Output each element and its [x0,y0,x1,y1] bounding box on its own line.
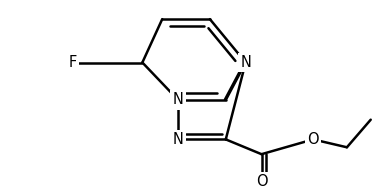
Text: N: N [173,132,184,147]
Text: O: O [307,132,319,147]
Text: N: N [240,55,251,70]
Text: N: N [173,93,184,107]
Text: O: O [256,174,267,189]
Text: F: F [69,55,77,70]
